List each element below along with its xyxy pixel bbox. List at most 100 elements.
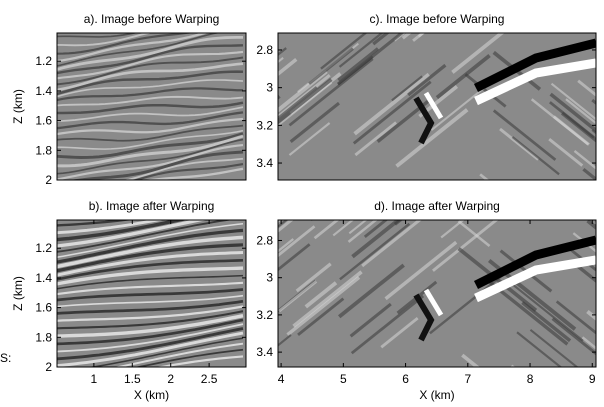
diffraction bbox=[510, 282, 584, 342]
reflector bbox=[57, 327, 244, 361]
diffraction bbox=[363, 220, 389, 239]
reflector bbox=[57, 106, 244, 122]
reflector bbox=[473, 38, 596, 93]
reflector bbox=[57, 243, 244, 273]
x-tick-label: 6 bbox=[402, 372, 409, 386]
diffraction bbox=[278, 334, 292, 347]
diffraction bbox=[440, 220, 465, 239]
diffraction bbox=[511, 136, 560, 176]
diffraction bbox=[574, 263, 596, 283]
y-tick-label: 1.6 bbox=[35, 114, 52, 128]
reflector bbox=[134, 348, 244, 367]
reflector bbox=[57, 134, 244, 168]
x-tick-label: 9 bbox=[589, 372, 596, 386]
x-tick-label: 1.5 bbox=[124, 372, 141, 386]
diffraction bbox=[313, 220, 340, 240]
reflector bbox=[57, 33, 221, 67]
reflector bbox=[57, 331, 244, 367]
x-tick-label: 5 bbox=[340, 372, 347, 386]
reflector bbox=[57, 44, 244, 75]
panel-title: a). Image before Warping bbox=[84, 12, 220, 26]
reflector bbox=[423, 288, 444, 317]
diffraction bbox=[457, 220, 491, 248]
reflector bbox=[57, 228, 244, 264]
reflector bbox=[413, 293, 435, 342]
diffraction bbox=[278, 77, 333, 125]
diffraction bbox=[457, 247, 538, 312]
reflector bbox=[57, 220, 209, 248]
reflector bbox=[57, 33, 153, 47]
reflector bbox=[132, 163, 244, 180]
diffraction bbox=[432, 220, 499, 272]
reflector bbox=[57, 129, 244, 150]
reflector bbox=[57, 87, 244, 102]
diffraction bbox=[549, 92, 596, 133]
reflector bbox=[474, 58, 596, 106]
diffraction bbox=[348, 220, 368, 235]
reflector bbox=[57, 95, 244, 107]
panel-title: d). Image after Warping bbox=[374, 199, 500, 213]
seismic-image bbox=[57, 33, 246, 180]
reflector bbox=[57, 35, 243, 71]
axes-frame bbox=[277, 219, 597, 368]
diffraction bbox=[395, 108, 469, 168]
diffraction bbox=[521, 301, 572, 343]
y-tick-label: 2.8 bbox=[256, 233, 273, 247]
reflector bbox=[57, 223, 244, 258]
diffraction bbox=[278, 220, 294, 233]
reflector bbox=[57, 132, 244, 159]
diffraction bbox=[304, 281, 338, 309]
diffraction bbox=[278, 81, 333, 127]
reflector bbox=[57, 33, 193, 55]
diffraction bbox=[384, 240, 458, 301]
reflector bbox=[57, 323, 244, 353]
diffraction bbox=[577, 79, 596, 97]
axes-frame bbox=[277, 32, 597, 181]
diffraction bbox=[339, 222, 411, 281]
diffraction bbox=[594, 221, 596, 225]
diffraction bbox=[529, 329, 579, 367]
reflector bbox=[57, 305, 244, 322]
y-tick-label: 1.4 bbox=[35, 84, 52, 98]
diffraction bbox=[332, 220, 355, 237]
reflector bbox=[57, 299, 244, 315]
x-tick-label: 2.5 bbox=[201, 372, 218, 386]
y-axis-label: Z (km) bbox=[11, 89, 25, 124]
diffraction bbox=[492, 109, 557, 161]
diffraction bbox=[586, 310, 596, 321]
diffraction bbox=[278, 225, 316, 258]
panel-title: b). Image after Warping bbox=[89, 199, 215, 213]
reflector bbox=[57, 318, 244, 346]
diffraction bbox=[297, 297, 345, 336]
diffraction bbox=[337, 263, 405, 319]
panel-title: c). Image before Warping bbox=[370, 12, 505, 26]
axes-frame bbox=[56, 219, 247, 368]
diffraction bbox=[573, 150, 596, 170]
diffraction bbox=[264, 0, 331, 33]
reflector bbox=[113, 342, 244, 367]
diffraction bbox=[361, 220, 423, 268]
y-tick-label: 3.4 bbox=[256, 156, 273, 170]
x-tick-label: 2 bbox=[167, 372, 174, 386]
y-tick-label: 1.2 bbox=[35, 241, 52, 255]
reflector bbox=[144, 167, 244, 180]
diffraction bbox=[516, 331, 563, 367]
diffraction bbox=[278, 86, 318, 120]
reflector bbox=[57, 220, 234, 253]
reflector bbox=[57, 274, 244, 290]
reflector bbox=[57, 235, 244, 269]
reflector bbox=[57, 33, 138, 38]
reflector bbox=[57, 288, 244, 302]
diffraction bbox=[550, 82, 596, 121]
reflector bbox=[57, 50, 244, 80]
diffraction bbox=[380, 317, 419, 349]
reflector bbox=[57, 220, 133, 227]
diffraction bbox=[435, 54, 491, 100]
x-tick-label: 7 bbox=[464, 372, 471, 386]
diffraction bbox=[308, 47, 354, 85]
diffraction bbox=[338, 33, 384, 68]
y-tick-label: 1.8 bbox=[35, 330, 52, 344]
diffraction bbox=[451, 33, 505, 74]
reflector bbox=[57, 101, 244, 115]
